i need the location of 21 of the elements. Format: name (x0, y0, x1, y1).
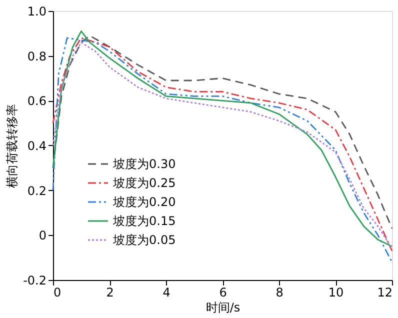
legend-label: 坡度为0.25 (112, 176, 176, 190)
x-tick-label: 2 (106, 286, 114, 300)
legend-label: 坡度为0.20 (112, 195, 176, 209)
y-tick-label: 0 (38, 228, 46, 243)
y-tick-label: 1.0 (27, 4, 46, 18)
x-tick-label: 6 (219, 286, 227, 300)
x-tick-label: 8 (276, 286, 284, 300)
y-axis-title: 横向荷载转移率 (5, 104, 20, 188)
x-tick-label: 10 (328, 286, 344, 300)
x-tick-label: 12 (377, 286, 392, 300)
legend-label: 坡度为0.15 (112, 214, 176, 228)
y-tick-label: 0.6 (27, 94, 46, 108)
y-tick-label: -0.2 (23, 274, 46, 288)
legend-label: 坡度为0.05 (112, 233, 176, 247)
y-tick-label: 0.2 (27, 184, 46, 198)
y-tick-label: 0.8 (27, 49, 46, 64)
y-tick-label: 0.4 (27, 139, 46, 153)
legend-label: 坡度为0.30 (112, 157, 176, 171)
x-axis-title: 时间/s (206, 300, 240, 314)
x-tick-label: 0 (54, 286, 62, 300)
x-tick-label: 4 (162, 286, 170, 300)
